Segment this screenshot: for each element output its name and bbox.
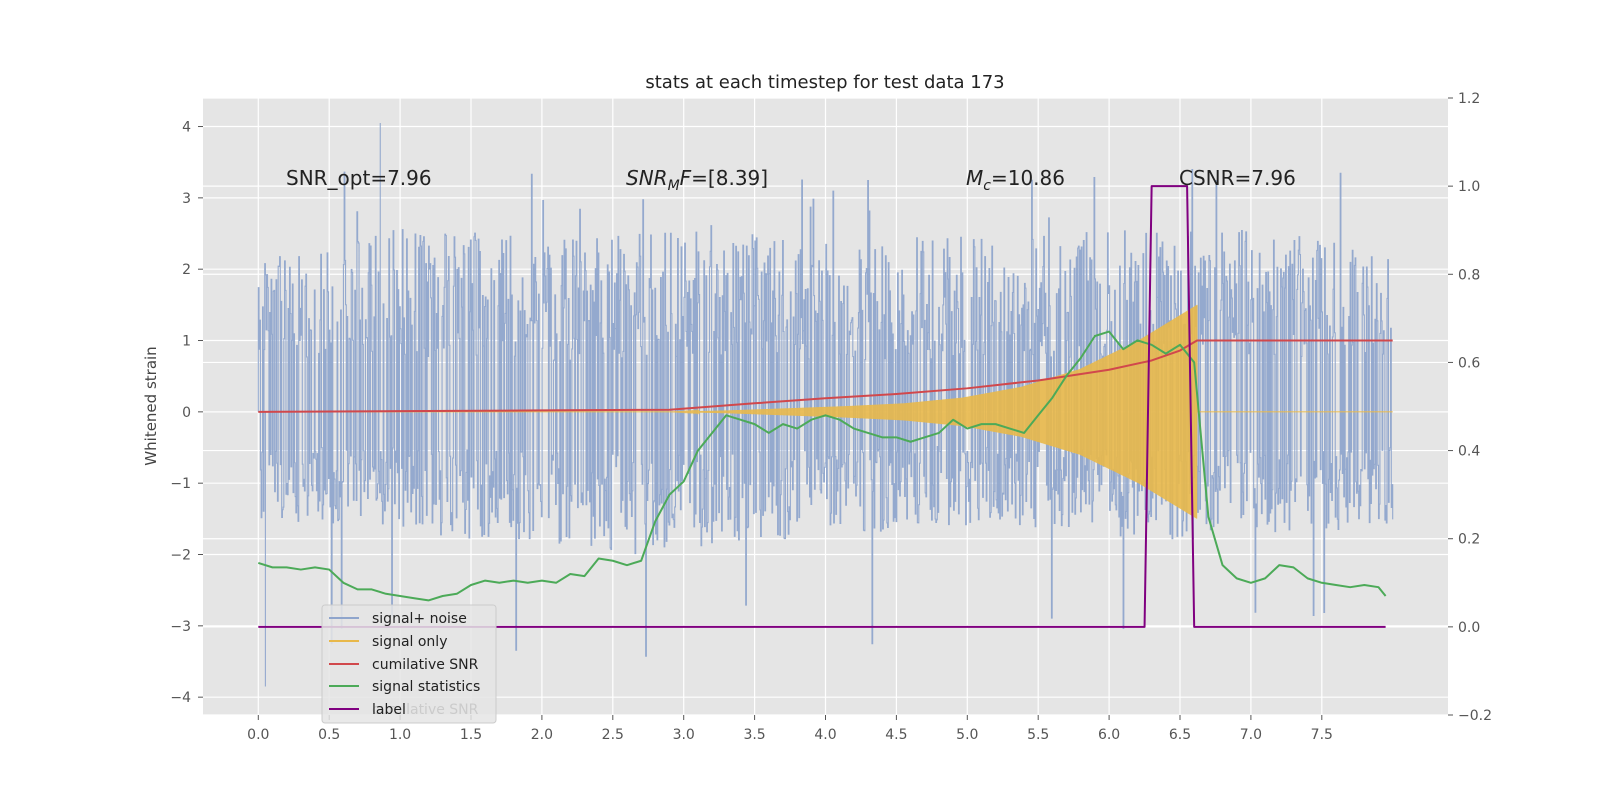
signal-only-series — [258, 304, 1393, 519]
x-tick-label: 4.5 — [885, 727, 907, 743]
y-axis-ticks: 4 3 2 1 0 −1 −2 −3 −4 — [170, 120, 203, 706]
chart-title: stats at each timestep for test data 173 — [645, 72, 1004, 93]
x-tick-label: 6.0 — [1098, 727, 1120, 743]
y2-tick-label: 0.6 — [1458, 355, 1480, 371]
legend-label-signal-statistics: signal statistics — [372, 679, 480, 695]
y-tick-label: −4 — [170, 690, 191, 706]
y-tick-label: −2 — [170, 548, 191, 564]
legend: cumilative SNR signal+ noise signal only… — [321, 604, 497, 724]
y-tick-label: −1 — [170, 476, 191, 492]
annotation-csnr: CSNR=7.96 — [1179, 166, 1296, 190]
x-tick-label: 2.0 — [531, 727, 553, 743]
y2-tick-label: −0.2 — [1458, 708, 1492, 724]
signal-only-trace — [258, 304, 1393, 519]
y-tick-label: 4 — [182, 120, 191, 136]
y-tick-label: 2 — [182, 262, 191, 278]
y2-tick-label: 1.0 — [1458, 179, 1480, 195]
cumulative-snr-line — [258, 339, 1393, 413]
x-tick-label: 4.0 — [814, 727, 836, 743]
legend-label-signal-noise: signal+ noise — [372, 611, 467, 627]
line-series — [258, 185, 1393, 628]
x-axis-ticks: 0.0 0.5 1.0 1.5 2.0 2.5 3.0 3.5 4.0 4.5 5.0 5.5 6.0 6… — [247, 715, 1333, 743]
y-tick-label: 1 — [182, 334, 191, 350]
y2-tick-label: 0.0 — [1458, 620, 1480, 636]
legend-box — [321, 604, 497, 724]
x-tick-label: 7.0 — [1240, 727, 1262, 743]
x-tick-label: 5.0 — [956, 727, 978, 743]
signal-statistics-line — [258, 330, 1387, 602]
x-tick-label: 6.5 — [1169, 727, 1191, 743]
y2-tick-label: 0.2 — [1458, 532, 1480, 548]
y-axis-label: Whitened strain — [142, 346, 160, 465]
x-tick-label: 1.5 — [460, 727, 482, 743]
x-tick-label: 0.5 — [318, 727, 340, 743]
x-tick-label: 0.0 — [247, 727, 269, 743]
y2-tick-label: 0.4 — [1458, 444, 1480, 460]
signal-noise-series — [257, 122, 1394, 687]
annotation-snr-opt: SNR_opt=7.96 — [286, 166, 432, 190]
y-tick-label: 0 — [182, 405, 191, 421]
legend-label-cumulative-snr: cumilative SNR — [372, 657, 479, 673]
x-tick-label: 5.5 — [1027, 727, 1049, 743]
annotation-mc: Mc=10.86 — [966, 166, 1065, 194]
annotation-snr-mf: SNRMF=[8.39] — [626, 166, 768, 194]
x-tick-label: 1.0 — [389, 727, 411, 743]
legend-label-signal-only: signal only — [372, 634, 447, 650]
signal-noise-trace — [257, 122, 1394, 687]
x-tick-label: 3.0 — [673, 727, 695, 743]
y2-tick-label: 1.2 — [1458, 91, 1480, 107]
annotations: SNR_opt=7.96 SNRMF=[8.39] Mc=10.86 CSNR=… — [286, 166, 1296, 194]
legend-ghost-text: cumilative SNR — [372, 702, 479, 718]
legend-label-label: label — [372, 702, 406, 718]
x-tick-label: 3.5 — [743, 727, 765, 743]
x-tick-label: 7.5 — [1311, 727, 1333, 743]
y2-tick-label: 0.8 — [1458, 267, 1480, 283]
y-tick-label: 3 — [182, 191, 191, 207]
y2-axis-ticks: 1.2 1.0 0.8 0.6 0.4 0.2 0.0 −0.2 — [1448, 91, 1492, 724]
y-tick-label: −3 — [170, 619, 191, 635]
label-line — [258, 185, 1386, 628]
x-tick-label: 2.5 — [602, 727, 624, 743]
